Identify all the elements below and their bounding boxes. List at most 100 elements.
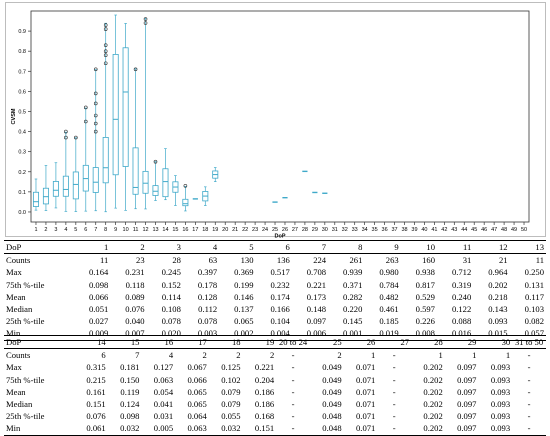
- table-cell: 0.066: [88, 291, 109, 302]
- table-cell: 0.049: [322, 399, 342, 410]
- header-cell: 16: [141, 334, 176, 350]
- table-cell: -: [392, 350, 396, 361]
- table-cell: 0.131: [524, 279, 544, 290]
- table-cell: 0.128: [197, 291, 218, 302]
- table-cell: 0.221: [306, 279, 327, 290]
- table-cell: 130: [240, 255, 254, 266]
- table-cell: 0.202: [423, 362, 443, 373]
- x-tick-label: 26: [282, 227, 288, 233]
- outlier-point: [93, 101, 98, 106]
- x-tick-label: 13: [152, 227, 158, 233]
- box-dop-3: [52, 162, 59, 209]
- x-tick-label: 21: [232, 227, 238, 233]
- header-cell: 4: [182, 239, 220, 255]
- table-cell: -: [291, 374, 295, 385]
- table-cell: 0.164: [88, 267, 109, 278]
- table-cell: 2: [202, 350, 207, 361]
- table-cell: 0.104: [270, 316, 290, 327]
- table-row: Counts 11 23 28 63 130 136 224 261 263 160 31 21 11: [4, 254, 546, 267]
- x-tick-label: 39: [411, 227, 417, 233]
- table-cell: 0.065: [234, 316, 254, 327]
- chart-panel: 0.0 0.1 0.2 0.3 0.4 0.5 0.6 0.7 0.8 0.9 1 2 3 4 5 6 7 8 9 1…: [5, 2, 546, 239]
- outlier-point: [103, 53, 108, 58]
- table-cell: 0.065: [187, 399, 207, 410]
- outlier-point: [103, 49, 108, 53]
- table-cell: 0.064: [187, 411, 207, 422]
- table-cell: 0.964: [488, 267, 508, 278]
- box-dop-10: [122, 23, 129, 211]
- x-tick-label: 18: [202, 227, 208, 233]
- table-cell: 0.093: [488, 316, 508, 327]
- table-cell: 0.097: [457, 399, 477, 410]
- x-tick-label: 17: [192, 227, 198, 233]
- x-tick-label: 23: [252, 227, 258, 233]
- table-cell: 0.137: [234, 304, 254, 315]
- table-cell: 0.103: [524, 304, 544, 315]
- table-cell: 0.282: [343, 291, 363, 302]
- table-cell: 0.049: [322, 362, 342, 373]
- table-cell: 2: [236, 350, 241, 361]
- header-cell: 5: [219, 239, 256, 255]
- outlier-point: [133, 67, 138, 72]
- table-cell: 0.071: [356, 362, 376, 373]
- y-tick-label: 0.9: [18, 29, 26, 35]
- table-cell: 0.112: [198, 304, 218, 315]
- table-cell: 6: [101, 350, 106, 361]
- table-cell: 0.097: [457, 411, 477, 422]
- stats-table-dop-14-50: DoP 14 15 16 17 18 19 20 to 24 25 26 27 28 29 30 31 to…: [4, 334, 546, 436]
- table-cell: 0.168: [254, 411, 275, 422]
- plot-frame: [30, 10, 530, 223]
- x-tick-label: 41: [431, 227, 437, 233]
- x-tick-label: 32: [342, 227, 348, 233]
- table-cell: 0.118: [125, 279, 145, 290]
- box-iqr: [162, 168, 169, 198]
- x-tick-label: 30: [322, 227, 328, 233]
- table-cell: 0.066: [187, 374, 207, 385]
- outlier-point: [64, 135, 68, 140]
- table-cell: 0.027: [88, 316, 109, 327]
- outlier-point: [83, 119, 88, 124]
- table-cell: -: [527, 386, 531, 397]
- stats-table-dop-1-13: DoP 1 2 3 4 5 6 7 8 9 10 11 12 13 Counts 11 23 28 63 130 136…: [4, 239, 546, 341]
- table-cell: 7: [135, 350, 140, 361]
- table-cell: 0.597: [415, 304, 435, 315]
- box-dop-1: [32, 178, 39, 211]
- box-iqr: [122, 47, 129, 167]
- table-row: Median 0.051 0.076 0.108 0.112 0.137 0.166 0.14…: [4, 303, 546, 315]
- table-cell: 0.076: [86, 411, 106, 422]
- table-cell: 0.250: [524, 267, 544, 278]
- table-cell: 0.048: [322, 411, 342, 422]
- table-cell: 1: [438, 350, 443, 361]
- box-dop-12: [142, 17, 149, 210]
- header-cell: 3: [146, 239, 183, 255]
- table-cell: 0.125: [221, 362, 241, 373]
- table-cell: 136: [276, 255, 290, 266]
- x-tick-label: 47: [491, 227, 497, 233]
- x-axis-label: DoP: [275, 234, 286, 239]
- x-tick-label: 16: [182, 227, 188, 233]
- table-cell: 0.938: [415, 267, 435, 278]
- y-tick-label: 0.7: [18, 69, 26, 75]
- table-cell: 11: [535, 255, 544, 266]
- table-cell: 0.202: [423, 386, 443, 397]
- x-tick-label: 4: [64, 227, 67, 233]
- table-cell: 0.054: [153, 386, 174, 397]
- table-cell: -: [527, 399, 531, 410]
- box-dop-6: [82, 105, 89, 212]
- outlier-point: [74, 135, 78, 140]
- header-cell: 13: [509, 239, 546, 255]
- table-cell: 0.245: [161, 267, 181, 278]
- y-tick-label: 0.5: [18, 109, 26, 115]
- header-cell: 1: [74, 239, 111, 255]
- table-cell: 0.088: [451, 316, 472, 327]
- header-cell: 10: [400, 239, 437, 255]
- table-cell: 0.102: [221, 374, 241, 385]
- box-dop-11: [132, 67, 139, 210]
- row-label: 25th %-tile: [6, 316, 45, 327]
- x-tick-label: 9: [114, 227, 117, 233]
- table-cell: 0.980: [379, 267, 399, 278]
- table-cell: 0.055: [221, 411, 241, 422]
- row-label: Counts: [6, 350, 31, 361]
- table-row: 75th %-tile 0.098 0.118 0.152 0.178 0.199 0.23…: [4, 279, 546, 291]
- table-cell: 0.049: [322, 374, 342, 385]
